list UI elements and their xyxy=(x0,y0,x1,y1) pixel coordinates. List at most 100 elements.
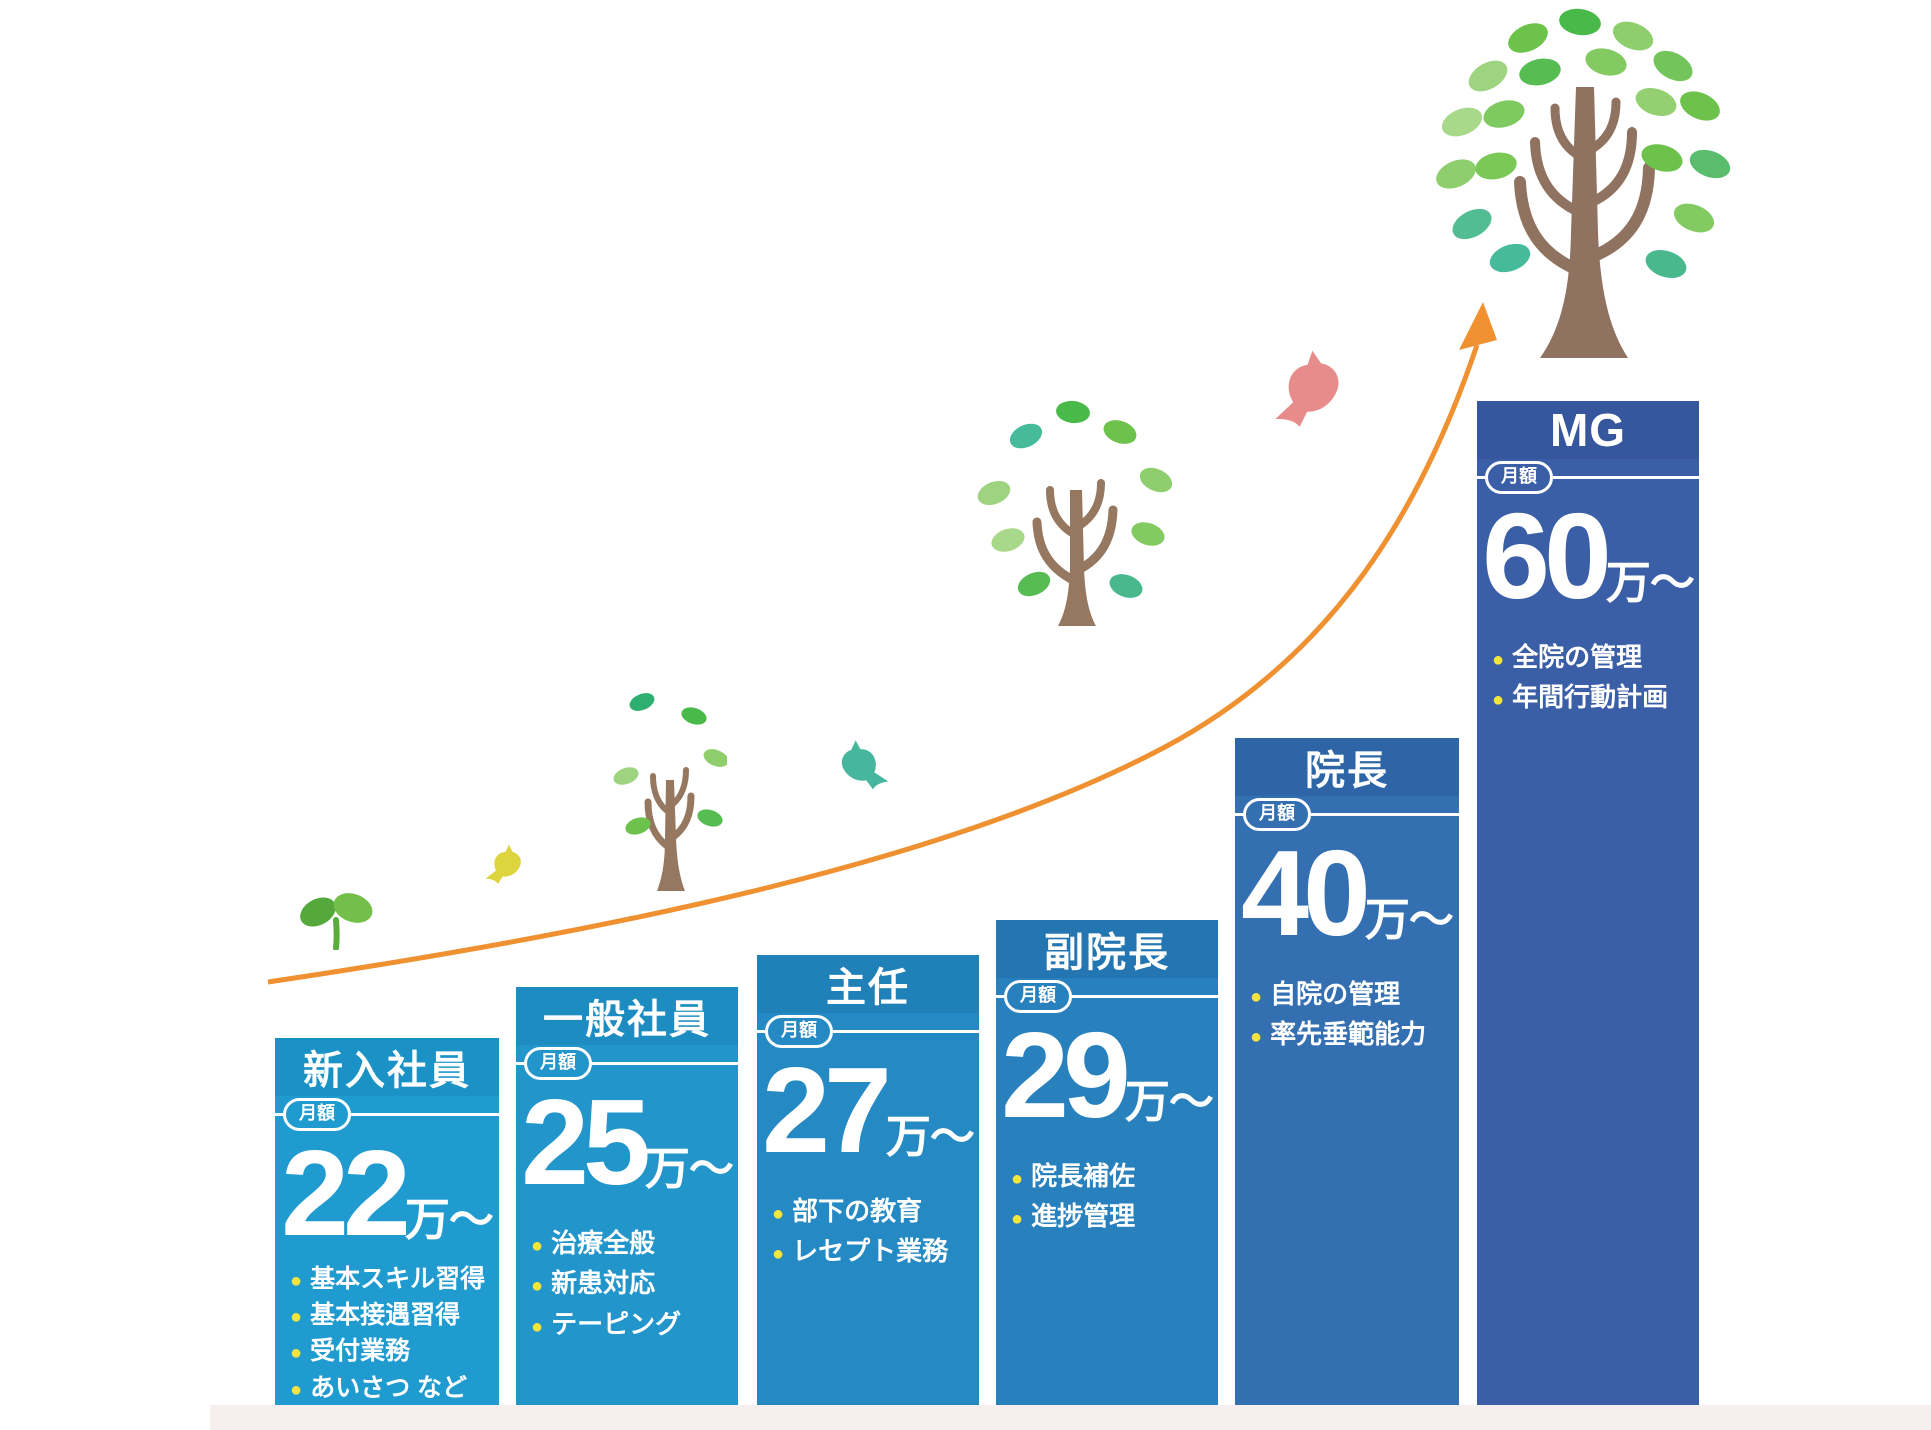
bullet-item: ● 治療全般 xyxy=(531,1227,728,1260)
bullet-dot-icon: ● xyxy=(290,1378,303,1401)
monthly-amount-badge: 月額 xyxy=(524,1047,592,1080)
bullet-label: 率先垂範能力 xyxy=(1270,1019,1427,1050)
career-step-card: 一般社員 月額 25万〜 ● 治療全般 ● 新患対応 ● テーピング xyxy=(516,987,738,1405)
bullet-item: ● レセプト業務 xyxy=(772,1235,969,1268)
bullet-dot-icon: ● xyxy=(531,1234,544,1257)
bullet-label: 治療全般 xyxy=(551,1227,656,1258)
salary-value: 25万〜 xyxy=(516,1081,738,1203)
bullet-item: ● 率先垂範能力 xyxy=(1250,1018,1449,1051)
bullet-dot-icon: ● xyxy=(1492,689,1505,712)
salary-amount: 22 xyxy=(281,1125,411,1261)
yellow-bird-icon xyxy=(485,844,521,884)
bullet-item: ● 部下の教育 xyxy=(772,1195,969,1228)
career-step-card: MG 月額 60万〜 ● 全院の管理 ● 年間行動計画 xyxy=(1477,401,1699,1405)
salary-value: 29万〜 xyxy=(996,1014,1218,1136)
salary-badge-row: 月額 xyxy=(516,1047,738,1081)
salary-unit: 万〜 xyxy=(1605,557,1695,608)
bullet-label: 受付業務 xyxy=(310,1337,411,1366)
bullet-label: 基本スキル習得 xyxy=(310,1264,486,1293)
bullet-label: 進捗管理 xyxy=(1031,1201,1136,1232)
bullet-dot-icon: ● xyxy=(1250,985,1263,1008)
sprout-icon xyxy=(300,893,373,950)
divider-line xyxy=(1477,476,1699,479)
monthly-amount-badge: 月額 xyxy=(283,1098,351,1131)
bullet-dot-icon: ● xyxy=(290,1342,303,1365)
bullet-dot-icon: ● xyxy=(290,1269,303,1292)
salary-unit: 万〜 xyxy=(1124,1076,1214,1127)
medium-tree-illustration xyxy=(977,400,1173,626)
bullet-dot-icon: ● xyxy=(772,1243,785,1266)
teal-bird-icon xyxy=(841,740,889,790)
small-tree-illustration xyxy=(613,693,727,891)
bullet-label: 年間行動計画 xyxy=(1512,682,1669,713)
bullet-dot-icon: ● xyxy=(290,1306,303,1329)
bullet-item: ● 基本接遇習得 xyxy=(290,1300,489,1331)
career-step-card: 院長 月額 40万〜 ● 自院の管理 ● 率先垂範能力 xyxy=(1235,738,1459,1405)
duty-list: ● 全院の管理 ● 年間行動計画 xyxy=(1477,641,1699,714)
monthly-amount-badge: 月額 xyxy=(765,1015,833,1048)
divider-line xyxy=(1235,813,1459,816)
large-tree-illustration xyxy=(1436,8,1731,358)
divider-line xyxy=(757,1030,979,1033)
divider-line xyxy=(516,1062,738,1065)
bullet-dot-icon: ● xyxy=(531,1315,544,1338)
salary-amount: 40 xyxy=(1241,825,1371,961)
salary-amount: 27 xyxy=(762,1042,892,1178)
growth-arrow-head xyxy=(1459,302,1497,350)
position-title: MG xyxy=(1477,401,1699,459)
pink-bird-icon xyxy=(1275,350,1339,427)
bullet-item: ● 全院の管理 xyxy=(1492,641,1689,674)
bullet-dot-icon: ● xyxy=(531,1275,544,1298)
salary-badge-row: 月額 xyxy=(757,1015,979,1049)
bullet-label: 基本接遇習得 xyxy=(310,1301,461,1330)
salary-value: 60万〜 xyxy=(1477,495,1699,617)
bullet-item: ● テーピング xyxy=(531,1308,728,1341)
salary-unit: 万〜 xyxy=(644,1143,734,1194)
divider-line xyxy=(275,1113,499,1116)
salary-value: 27万〜 xyxy=(757,1049,979,1171)
bullet-item: ● あいさつ など xyxy=(290,1373,489,1404)
salary-value: 40万〜 xyxy=(1235,832,1459,954)
bullet-label: 自院の管理 xyxy=(1270,978,1401,1009)
footer-strip xyxy=(210,1405,1931,1430)
salary-badge-row: 月額 xyxy=(1477,461,1699,495)
bullet-label: 部下の教育 xyxy=(792,1195,923,1226)
salary-amount: 60 xyxy=(1482,488,1612,624)
bullet-label: テーピング xyxy=(551,1308,682,1339)
bullet-label: あいさつ など xyxy=(310,1373,468,1402)
bullet-label: 院長補佐 xyxy=(1031,1160,1136,1191)
bullet-label: 全院の管理 xyxy=(1512,641,1643,672)
salary-badge-row: 月額 xyxy=(1235,798,1459,832)
monthly-amount-badge: 月額 xyxy=(1004,980,1072,1013)
salary-value: 22万〜 xyxy=(275,1132,499,1254)
bullet-label: レセプト業務 xyxy=(792,1236,949,1267)
bullet-item: ● 進捗管理 xyxy=(1011,1200,1208,1233)
salary-unit: 万〜 xyxy=(1364,894,1454,945)
position-title: 院長 xyxy=(1235,738,1459,796)
career-step-card: 新入社員 月額 22万〜 ● 基本スキル習得 ● 基本接遇習得 ● 受付業務 ● あいさつ な… xyxy=(275,1038,499,1405)
position-title: 主任 xyxy=(757,955,979,1013)
salary-badge-row: 月額 xyxy=(996,980,1218,1014)
monthly-amount-badge: 月額 xyxy=(1243,798,1311,831)
divider-line xyxy=(996,995,1218,998)
salary-badge-row: 月額 xyxy=(275,1098,499,1132)
bullet-item: ● 基本スキル習得 xyxy=(290,1264,489,1295)
bullet-dot-icon: ● xyxy=(1492,648,1505,671)
duty-list: ● 自院の管理 ● 率先垂範能力 xyxy=(1235,978,1459,1051)
bullet-item: ● 受付業務 xyxy=(290,1336,489,1367)
bullet-dot-icon: ● xyxy=(1250,1026,1263,1049)
career-step-card: 主任 月額 27万〜 ● 部下の教育 ● レセプト業務 xyxy=(757,955,979,1405)
duty-list: ● 治療全般 ● 新患対応 ● テーピング xyxy=(516,1227,738,1341)
bullet-dot-icon: ● xyxy=(1011,1208,1024,1231)
bullet-dot-icon: ● xyxy=(1011,1167,1024,1190)
salary-amount: 29 xyxy=(1001,1007,1131,1143)
bullet-item: ● 年間行動計画 xyxy=(1492,681,1689,714)
bullet-item: ● 自院の管理 xyxy=(1250,978,1449,1011)
bullet-label: 新患対応 xyxy=(551,1268,656,1299)
bullet-item: ● 院長補佐 xyxy=(1011,1160,1208,1193)
growth-arrow-curve xyxy=(267,344,1480,985)
position-title: 一般社員 xyxy=(516,987,738,1045)
salary-unit: 万〜 xyxy=(885,1111,975,1162)
